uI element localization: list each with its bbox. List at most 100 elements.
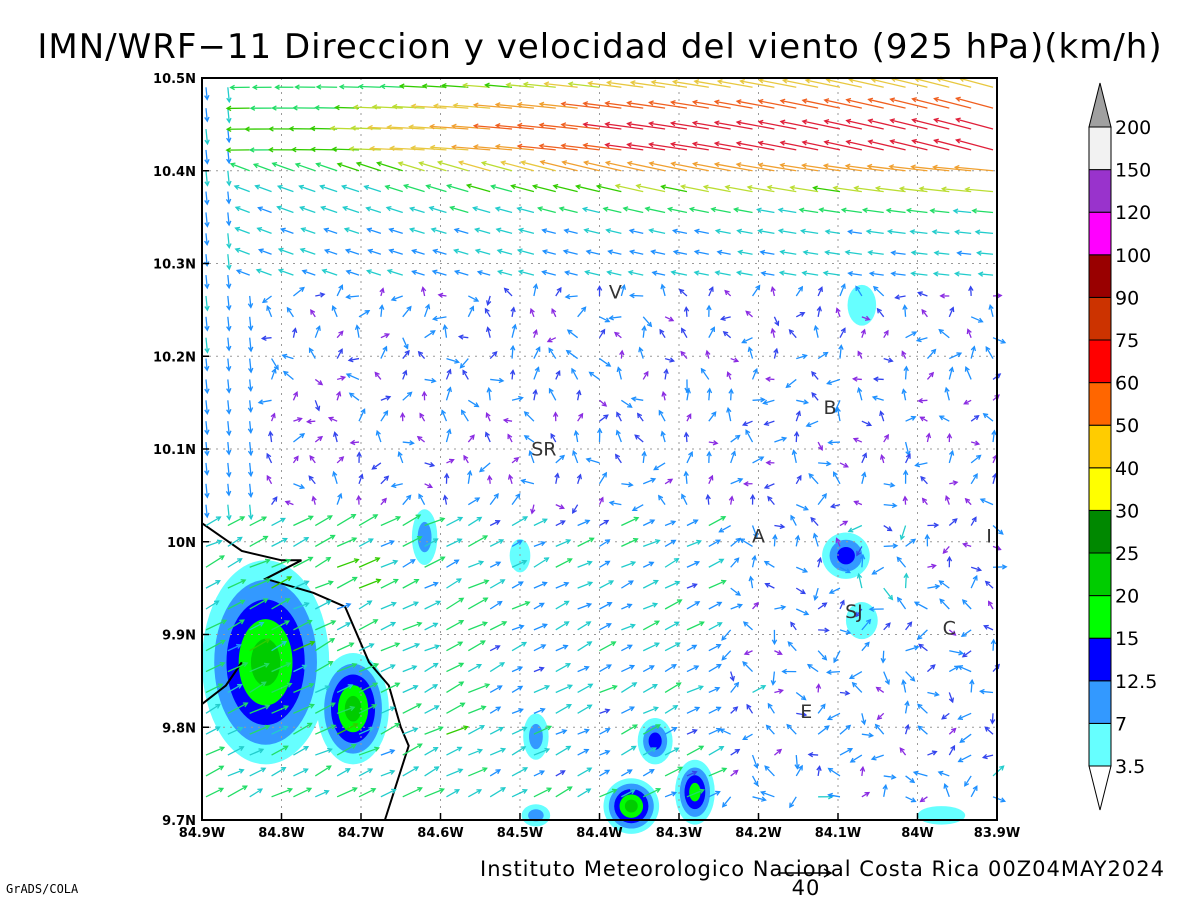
wind-arrow — [227, 516, 246, 527]
wind-arrow — [432, 248, 447, 255]
wind-arrow — [345, 269, 360, 276]
wind-arrow — [861, 315, 871, 321]
wind-arrow — [293, 640, 316, 652]
wind-arrow — [708, 516, 727, 527]
wind-arrow — [235, 269, 250, 276]
wind-arrow — [868, 271, 884, 277]
wind-arrow — [408, 227, 425, 234]
wind-arrow — [271, 766, 287, 777]
wind-arrow — [293, 556, 314, 568]
wind-arrow — [391, 103, 425, 110]
wind-arrow — [560, 101, 600, 109]
wind-arrow — [883, 357, 894, 363]
wind-arrow — [227, 579, 247, 589]
colorbar-swatch-90 — [1088, 254, 1112, 298]
wind-arrow — [336, 390, 342, 401]
wind-arrow — [708, 286, 714, 297]
place-label: C — [943, 618, 956, 640]
wind-arrow — [402, 305, 412, 318]
wind-arrow — [294, 84, 316, 90]
wind-arrow — [944, 494, 951, 505]
wind-arrow — [358, 619, 379, 631]
wind-arrow — [939, 293, 950, 299]
wind-arrow — [583, 160, 622, 172]
wind-arrow — [299, 205, 316, 214]
wind-arrow — [599, 358, 612, 367]
wind-arrow — [408, 124, 447, 130]
place-label: SJ — [845, 601, 863, 623]
wind-arrow — [786, 723, 797, 735]
wind-arrow — [773, 748, 783, 756]
wind-arrow — [561, 160, 600, 172]
wind-arrow — [801, 270, 819, 276]
wind-arrow — [507, 433, 513, 443]
wind-arrow — [402, 579, 420, 589]
wind-arrow — [308, 347, 316, 359]
wind-arrow — [489, 662, 506, 673]
wind-arrow — [855, 608, 863, 618]
wind-arrow — [402, 536, 423, 547]
wind-arrow — [380, 497, 387, 506]
wind-arrow — [496, 248, 513, 255]
wind-arrow — [770, 327, 776, 338]
wind-arrow — [664, 791, 678, 798]
x-tick-label: 84.5W — [497, 826, 543, 841]
wind-arrow — [348, 392, 360, 401]
wind-arrow — [358, 788, 377, 798]
wind-arrow — [453, 248, 469, 255]
wind-arrow — [856, 546, 863, 557]
place-labels: V SR B A I SJ C E — [531, 282, 992, 723]
wind-arrow — [816, 556, 823, 568]
wind-arrow — [777, 228, 797, 234]
wind-arrow — [948, 629, 957, 636]
wind-arrow — [801, 140, 841, 151]
wind-arrow — [941, 712, 950, 720]
wind-arrow — [402, 727, 419, 735]
wind-arrow — [402, 559, 416, 568]
wind-arrow — [529, 307, 535, 318]
wind-arrow — [642, 642, 660, 652]
wind-arrow — [500, 160, 535, 172]
wind-arrow — [642, 724, 661, 735]
wind-arrow — [260, 335, 272, 341]
wind-arrow — [991, 429, 997, 443]
wind-arrow — [604, 142, 644, 151]
wind-arrow — [882, 783, 888, 797]
wind-arrow — [555, 581, 570, 589]
wind-arrow — [293, 432, 306, 443]
wind-arrow — [872, 376, 884, 382]
wind-arrow — [857, 350, 863, 359]
wind-arrow — [424, 766, 440, 777]
wind-arrow — [320, 205, 338, 214]
wind-arrow — [795, 410, 801, 422]
wind-arrow — [671, 79, 709, 88]
wind-arrow — [474, 248, 491, 255]
wind-arrow — [847, 271, 862, 277]
wind-arrow — [532, 329, 538, 338]
wind-arrow — [531, 184, 556, 193]
wind-arrow — [885, 207, 906, 214]
wind-arrow — [271, 496, 278, 506]
wind-arrow — [225, 147, 250, 153]
wind-arrow — [710, 206, 731, 214]
wind-arrow — [660, 283, 666, 297]
wind-arrow — [511, 624, 525, 631]
wind-arrow — [293, 602, 310, 610]
wind-arrow — [648, 141, 688, 151]
wind-arrow — [796, 504, 809, 511]
wind-arrow — [424, 684, 439, 694]
wind-arrow — [511, 685, 524, 694]
wind-arrow — [314, 400, 321, 412]
wind-arrow — [757, 119, 797, 130]
wind-arrow — [533, 787, 553, 798]
wind-arrow — [366, 227, 382, 234]
wind-arrow — [489, 685, 503, 694]
wind-arrow — [380, 706, 396, 714]
wind-arrow — [818, 460, 832, 467]
wind-arrow — [735, 162, 775, 172]
wind-arrow — [902, 495, 908, 505]
wind-arrow — [861, 471, 867, 484]
wind-arrow — [927, 750, 938, 756]
colorbar-label: 7 — [1115, 713, 1127, 735]
